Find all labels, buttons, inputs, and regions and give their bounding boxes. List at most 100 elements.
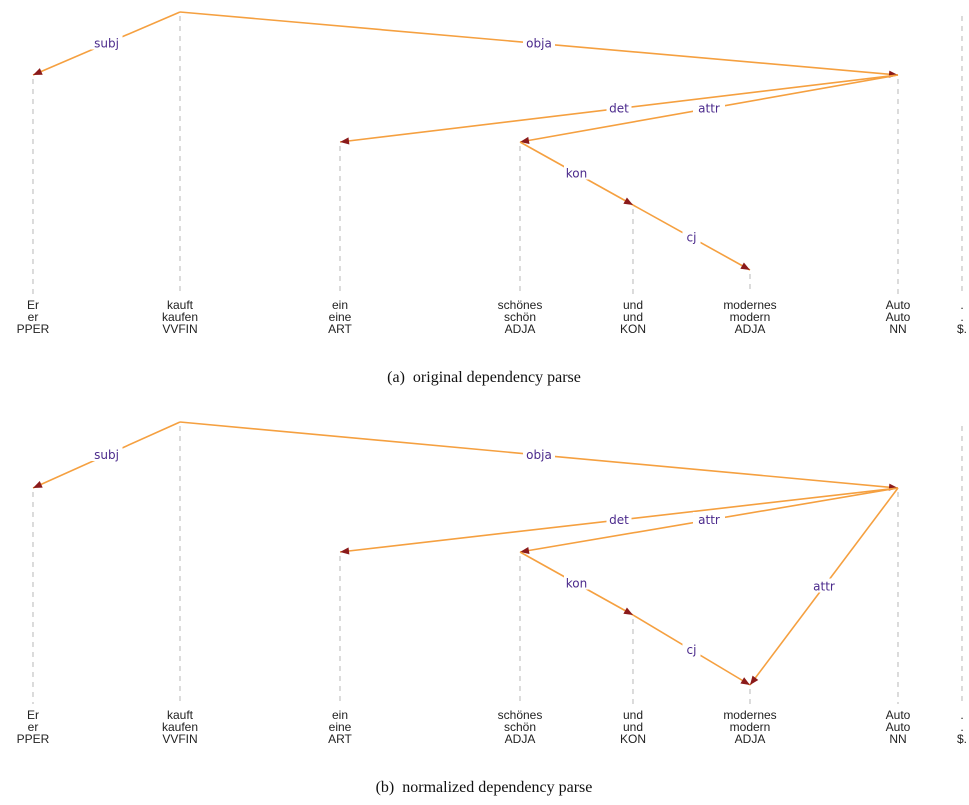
token-pos: VVFIN [162, 732, 197, 746]
panel-caption: (b) normalized dependency parse [376, 779, 593, 796]
token-lemma: Auto [886, 720, 911, 734]
token-form: schönes [498, 298, 543, 312]
token-lemma: eine [329, 310, 352, 324]
token-pos: KON [620, 322, 646, 336]
svg-text:cj: cj [687, 643, 697, 657]
arrowhead-icon [340, 547, 350, 555]
token-lemma: und [623, 720, 643, 734]
svg-text:det: det [609, 102, 629, 116]
arrowhead-icon [33, 68, 43, 75]
edge-label-kon: kon [564, 165, 589, 181]
token-form: und [623, 298, 643, 312]
edge-label-obja: obja [523, 447, 555, 462]
arrowhead-icon [623, 197, 633, 205]
arrowhead-icon [740, 677, 750, 685]
edge-label-det: det [606, 100, 632, 116]
token-lemma: kaufen [162, 720, 198, 734]
token-lemma: kaufen [162, 310, 198, 324]
edge-label-det: det [606, 512, 632, 527]
token-lemma: schön [504, 720, 536, 734]
token-pos: NN [889, 732, 906, 746]
arrowhead-icon [750, 675, 759, 685]
token-pos: $. [957, 732, 967, 746]
token-lemma: er [28, 310, 39, 324]
svg-text:kon: kon [566, 167, 587, 181]
edge-label-cj: cj [682, 642, 701, 657]
token-lemma: modern [730, 720, 771, 734]
token-lemma: modern [730, 310, 771, 324]
edge-label-attr: attr [808, 578, 840, 594]
edge-label-obja: obja [523, 35, 555, 51]
token-form: kauft [167, 298, 194, 312]
arrowhead-icon [520, 546, 530, 555]
token-form: modernes [723, 298, 776, 312]
token-pos: PPER [17, 322, 50, 336]
token-form: Er [27, 298, 39, 312]
token-lemma: Auto [886, 310, 911, 324]
arrowhead-icon [340, 137, 350, 145]
token-form: schönes [498, 708, 543, 722]
arrowhead-icon [740, 262, 750, 270]
token-pos: NN [889, 322, 906, 336]
svg-text:attr: attr [698, 102, 720, 116]
token-lemma: er [28, 720, 39, 734]
panel-caption: (a) original dependency parse [387, 369, 581, 386]
svg-text:kon: kon [566, 577, 587, 591]
token-pos: ADJA [735, 322, 766, 336]
svg-text:subj: subj [94, 448, 119, 462]
token-column: ..$. [957, 298, 967, 336]
edge-label-subj: subj [90, 447, 123, 462]
token-form: Er [27, 708, 39, 722]
token-column: ..$. [957, 708, 967, 746]
token-pos: $. [957, 322, 967, 336]
token-pos: ADJA [735, 732, 766, 746]
token-lemma: und [623, 310, 643, 324]
token-pos: KON [620, 732, 646, 746]
token-pos: ART [328, 322, 352, 336]
token-pos: VVFIN [162, 322, 197, 336]
token-pos: ADJA [505, 322, 536, 336]
token-pos: ADJA [505, 732, 536, 746]
edge-label-kon: kon [564, 575, 589, 591]
svg-text:cj: cj [687, 231, 697, 245]
token-form: Auto [886, 298, 911, 312]
svg-text:subj: subj [94, 37, 119, 51]
token-pos: PPER [17, 732, 50, 746]
token-form: modernes [723, 708, 776, 722]
token-form: ein [332, 298, 348, 312]
edge-label-subj: subj [90, 35, 123, 51]
edge-label-attr: attr [693, 512, 725, 527]
edge-label-cj: cj [682, 229, 701, 245]
token-lemma: . [960, 720, 963, 734]
svg-text:attr: attr [698, 513, 720, 527]
arrowhead-icon [623, 607, 633, 615]
token-form: kauft [167, 708, 194, 722]
token-pos: ART [328, 732, 352, 746]
svg-text:attr: attr [813, 580, 835, 594]
arrowhead-icon [33, 481, 43, 488]
token-form: . [960, 298, 963, 312]
edge-label-attr: attr [693, 100, 725, 116]
svg-text:det: det [609, 513, 629, 527]
token-form: ein [332, 708, 348, 722]
token-form: . [960, 708, 963, 722]
token-lemma: . [960, 310, 963, 324]
svg-text:obja: obja [526, 37, 552, 51]
token-form: Auto [886, 708, 911, 722]
